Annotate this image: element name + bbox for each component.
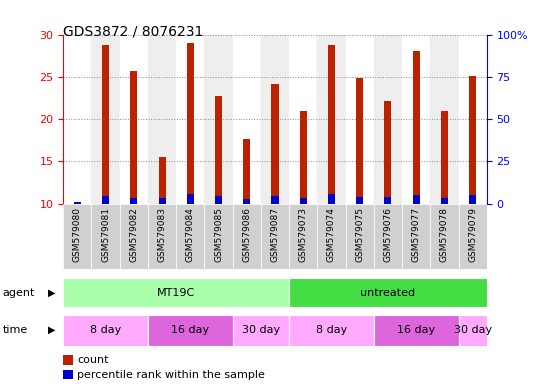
Bar xyxy=(120,35,148,204)
Bar xyxy=(328,194,335,204)
Bar xyxy=(469,76,476,204)
Bar xyxy=(412,195,420,204)
Bar xyxy=(261,35,289,204)
Bar xyxy=(233,204,261,269)
Text: GSM579086: GSM579086 xyxy=(242,207,251,262)
Bar xyxy=(148,35,176,204)
Bar xyxy=(289,315,374,346)
Bar xyxy=(63,204,91,269)
Bar xyxy=(345,35,374,204)
Bar xyxy=(187,194,194,204)
Bar xyxy=(148,315,233,346)
Bar xyxy=(233,315,289,346)
Text: GSM579085: GSM579085 xyxy=(214,207,223,262)
Bar xyxy=(215,96,222,204)
Text: time: time xyxy=(3,325,28,335)
Bar xyxy=(469,195,476,204)
Bar xyxy=(187,43,194,204)
Bar xyxy=(158,199,166,204)
Bar xyxy=(300,111,307,204)
Bar xyxy=(243,139,250,204)
Text: GSM579075: GSM579075 xyxy=(355,207,364,262)
Text: GSM579083: GSM579083 xyxy=(157,207,167,262)
Text: ▶: ▶ xyxy=(47,288,55,298)
Bar xyxy=(272,196,278,204)
Text: GSM579073: GSM579073 xyxy=(299,207,308,262)
Bar xyxy=(430,35,459,204)
Bar xyxy=(130,198,138,204)
Text: 30 day: 30 day xyxy=(242,325,280,335)
Text: GDS3872 / 8076231: GDS3872 / 8076231 xyxy=(63,25,204,39)
Bar xyxy=(63,35,91,204)
Text: GSM579082: GSM579082 xyxy=(129,207,139,262)
Text: GSM579074: GSM579074 xyxy=(327,207,336,262)
Bar xyxy=(176,35,205,204)
Bar xyxy=(63,315,148,346)
Text: 30 day: 30 day xyxy=(454,325,492,335)
Bar xyxy=(91,35,120,204)
Text: GSM579078: GSM579078 xyxy=(440,207,449,262)
Text: MT19C: MT19C xyxy=(157,288,195,298)
Bar xyxy=(402,35,430,204)
Bar xyxy=(402,204,430,269)
Bar xyxy=(205,204,233,269)
Text: GSM579076: GSM579076 xyxy=(383,207,393,262)
Bar xyxy=(233,35,261,204)
Bar xyxy=(412,51,420,204)
Bar xyxy=(74,202,81,204)
Bar xyxy=(215,196,222,204)
Bar xyxy=(459,204,487,269)
Bar xyxy=(289,278,487,308)
Bar xyxy=(374,315,459,346)
Bar xyxy=(205,35,233,204)
Bar xyxy=(120,204,148,269)
Bar xyxy=(356,197,363,204)
Bar xyxy=(243,199,250,204)
Text: 16 day: 16 day xyxy=(171,325,210,335)
Bar xyxy=(374,35,402,204)
Text: GSM579080: GSM579080 xyxy=(73,207,82,262)
Bar xyxy=(130,71,138,204)
Bar xyxy=(459,35,487,204)
Bar xyxy=(289,204,317,269)
Bar xyxy=(345,204,374,269)
Bar xyxy=(317,204,345,269)
Bar xyxy=(102,45,109,204)
Text: agent: agent xyxy=(3,288,35,298)
Bar xyxy=(289,35,317,204)
Bar xyxy=(374,204,402,269)
Bar xyxy=(328,45,335,204)
Bar xyxy=(317,35,345,204)
Text: ▶: ▶ xyxy=(47,325,55,335)
Bar xyxy=(384,101,392,204)
Bar xyxy=(148,204,176,269)
Bar xyxy=(384,197,392,204)
Text: untreated: untreated xyxy=(360,288,415,298)
Text: GSM579077: GSM579077 xyxy=(411,207,421,262)
Bar xyxy=(63,278,289,308)
Bar xyxy=(356,78,363,204)
Bar xyxy=(441,198,448,204)
Text: percentile rank within the sample: percentile rank within the sample xyxy=(77,370,265,380)
Text: GSM579084: GSM579084 xyxy=(186,207,195,262)
Text: 16 day: 16 day xyxy=(397,325,435,335)
Bar xyxy=(441,111,448,204)
Bar xyxy=(176,204,205,269)
Bar xyxy=(91,204,120,269)
Text: count: count xyxy=(77,355,108,365)
Text: 8 day: 8 day xyxy=(316,325,347,335)
Text: 8 day: 8 day xyxy=(90,325,121,335)
Bar xyxy=(430,204,459,269)
Bar xyxy=(272,84,278,204)
Bar xyxy=(74,202,81,204)
Bar xyxy=(459,315,487,346)
Bar xyxy=(300,198,307,204)
Text: GSM579087: GSM579087 xyxy=(271,207,279,262)
Bar xyxy=(102,196,109,204)
Bar xyxy=(158,157,166,204)
Text: GSM579081: GSM579081 xyxy=(101,207,110,262)
Text: GSM579079: GSM579079 xyxy=(468,207,477,262)
Bar xyxy=(261,204,289,269)
